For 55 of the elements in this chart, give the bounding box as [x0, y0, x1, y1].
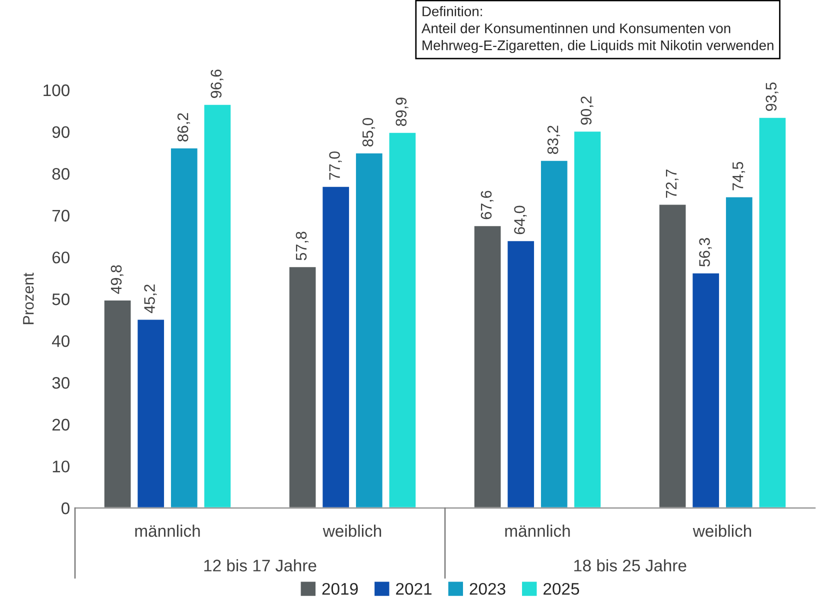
text: 74,5: [732, 162, 746, 190]
y-tick-label: 100: [44, 84, 70, 96]
text: 45,2: [144, 284, 157, 314]
y-tick-label: 20: [52, 418, 70, 431]
x-tick-label: männlich: [505, 524, 570, 537]
text: 57,8: [296, 232, 308, 260]
text: 89,9: [396, 98, 408, 126]
bar: [506, 240, 536, 508]
text: 67,6: [480, 190, 494, 220]
bar: [758, 116, 788, 508]
text: 85,0: [362, 118, 376, 146]
y-tick-label: 50: [52, 293, 70, 306]
bar: [136, 318, 166, 508]
bar: [388, 132, 418, 508]
text: 77,0: [329, 151, 342, 180]
bar: [472, 224, 502, 508]
bar: [691, 272, 720, 508]
text: 72,7: [666, 170, 678, 198]
legend-label: 2019: [322, 582, 358, 595]
text: 83,2: [547, 126, 560, 154]
y-tick-label: 90: [52, 126, 70, 138]
legend-label: 2021: [396, 582, 432, 595]
bar: [202, 104, 232, 508]
text: 90,2: [580, 96, 594, 125]
bar: [170, 146, 199, 508]
bar: [288, 266, 318, 508]
y-tick-label: 40: [52, 335, 70, 348]
y-tick-label: 10: [52, 460, 70, 472]
y-tick-label: 60: [52, 252, 70, 264]
bar: [658, 203, 688, 508]
y-axis-title: Prozent: [23, 272, 34, 324]
text: 18 bis 25 Jahre: [574, 559, 686, 572]
text: 93,5: [766, 82, 778, 111]
bar: [724, 196, 754, 508]
x-tick-label: weiblich: [322, 524, 382, 537]
bar: [540, 160, 569, 508]
bar: [321, 185, 350, 508]
y-tick-label: 80: [52, 168, 70, 180]
text: 12 bis 17 Jahre: [204, 559, 316, 572]
text: 86,2: [177, 113, 190, 142]
text: Definition: Anteil der Konsumentinnen und Konsumenten von Mehrweg-E-Zigaretten, die Liquids mit Nikotin verwenden: [421, 6, 774, 53]
bar: [354, 152, 384, 508]
x-tick-label: weiblich: [692, 524, 752, 537]
text: 49,8: [110, 265, 124, 294]
bar: [102, 299, 132, 508]
x-tick-label: männlich: [135, 524, 200, 537]
y-tick-label: 30: [52, 377, 70, 389]
text: 96,6: [210, 70, 224, 98]
text: 56,3: [699, 238, 712, 266]
text: 64,0: [514, 206, 527, 234]
y-tick-label: 70: [52, 210, 70, 222]
legend-label: 2023: [470, 582, 506, 595]
legend-label: 2025: [544, 582, 580, 595]
y-tick-label: 0: [62, 502, 70, 514]
bar: [572, 130, 602, 508]
